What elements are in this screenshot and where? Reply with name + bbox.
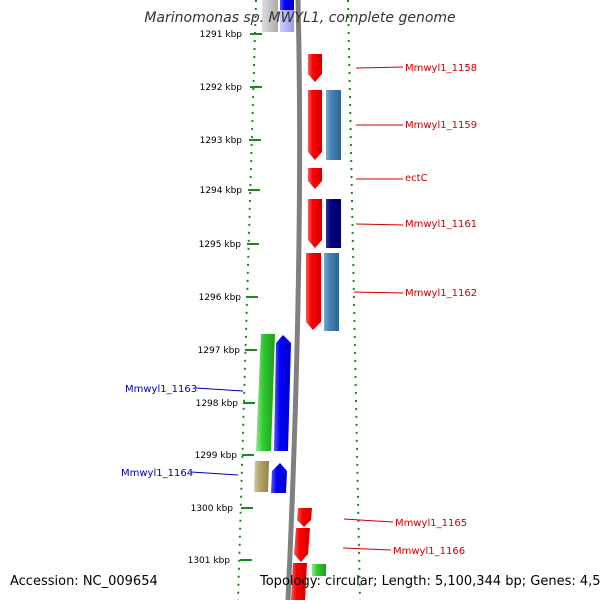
feature-mmwyl1-1162-orf[interactable] [324, 253, 339, 331]
genome-summary-text: Topology: circular; Length: 5,100,344 bp… [260, 574, 600, 589]
label-mmwyl1-1161[interactable]: Mmwyl1_1161 [405, 219, 477, 230]
ruler-label-1294: 1294 kbp [200, 186, 243, 196]
ruler-label-1300: 1300 kbp [191, 504, 234, 514]
feature-mmwyl1-1159[interactable] [308, 90, 322, 160]
feature-bottom-green [312, 564, 326, 576]
ruler-label-1297: 1297 kbp [198, 346, 241, 356]
leader-mmwyl1-1166 [342, 547, 392, 551]
label-ectc[interactable]: ectC [405, 173, 428, 184]
feature-mmwyl1-1162[interactable] [306, 253, 321, 330]
genome-title: Marinomonas sp. MWYL1, complete genome [144, 10, 456, 26]
ruler-label-1293: 1293 kbp [200, 136, 243, 146]
feature-mmwyl1-1164[interactable] [254, 461, 269, 492]
feature-partial-lavender [280, 10, 294, 32]
label-mmwyl1-1162[interactable]: Mmwyl1_1162 [405, 288, 477, 299]
feature-mmwyl1-1163-cds[interactable] [274, 335, 291, 451]
feature-mmwyl1-1158[interactable] [308, 54, 322, 82]
leader-mmwyl1-1164 [190, 471, 239, 476]
feature-mmwyl1-1161-orf[interactable] [326, 199, 341, 248]
feature-mmwyl1-1166[interactable] [294, 528, 310, 562]
label-mmwyl1-1166[interactable]: Mmwyl1_1166 [393, 546, 465, 557]
ruler-label-1291: 1291 kbp [200, 30, 243, 40]
ruler-label-1295: 1295 kbp [199, 240, 242, 250]
genome-backbone [285, 0, 303, 601]
label-mmwyl1-1159[interactable]: Mmwyl1_1159 [405, 120, 477, 131]
label-mmwyl1-1158[interactable]: Mmwyl1_1158 [405, 63, 477, 74]
feature-mmwyl1-1163[interactable] [256, 334, 275, 451]
ruler-label-1296: 1296 kbp [199, 293, 242, 303]
ruler-ticks [240, 33, 262, 561]
feature-ectc[interactable] [308, 168, 322, 189]
leader-mmwyl1-1163 [195, 387, 244, 392]
leader-mmwyl1-1161 [355, 223, 404, 226]
feature-mmwyl1-1159-orf[interactable] [326, 90, 341, 160]
accession-text: Accession: NC_009654 [10, 574, 158, 589]
ruler-track-right [347, 0, 361, 601]
feature-mmwyl1-1165[interactable] [297, 508, 312, 527]
leader-mmwyl1-1165 [343, 518, 394, 523]
feature-partial-gray [262, 0, 278, 32]
leader-mmwyl1-1162 [353, 291, 404, 294]
ruler-label-1299: 1299 kbp [195, 451, 238, 461]
ruler-label-1301: 1301 kbp [188, 556, 231, 566]
feature-mmwyl1-1161[interactable] [308, 199, 322, 248]
feature-bottom-red [291, 563, 307, 600]
label-mmwyl1-1165[interactable]: Mmwyl1_1165 [395, 518, 467, 529]
label-mmwyl1-1164[interactable]: Mmwyl1_1164 [121, 468, 193, 479]
leader-mmwyl1-1158 [355, 66, 404, 69]
ruler-label-1298: 1298 kbp [196, 399, 239, 409]
label-mmwyl1-1163[interactable]: Mmwyl1_1163 [125, 384, 197, 395]
ruler-label-1292: 1292 kbp [200, 83, 243, 93]
feature-mmwyl1-1164-cds[interactable] [271, 463, 287, 493]
